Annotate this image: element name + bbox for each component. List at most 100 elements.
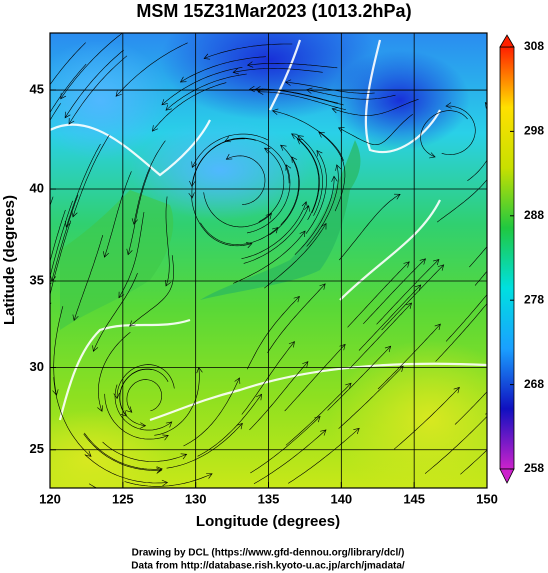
streamline <box>267 283 326 353</box>
stream-arrow <box>405 302 413 309</box>
stream-arrow <box>288 341 295 348</box>
stream-arrow <box>36 132 41 138</box>
streamline <box>474 270 487 286</box>
stream-arrow <box>170 501 176 507</box>
stream-arrow <box>31 108 36 114</box>
streamline <box>284 344 346 412</box>
stream-arrow <box>161 99 168 106</box>
stream-arrow <box>131 218 138 225</box>
streamline <box>154 367 200 436</box>
stream-arrow <box>301 201 308 208</box>
streamline <box>377 323 441 390</box>
streamline <box>318 131 346 212</box>
streamline <box>50 42 86 86</box>
streamline <box>197 394 262 457</box>
stream-arrow <box>299 230 306 238</box>
stream-arrow <box>284 79 292 86</box>
streamline <box>73 235 104 321</box>
streamline <box>347 261 410 328</box>
streamline <box>233 68 323 73</box>
stream-arrow <box>156 466 163 473</box>
streamline <box>288 428 360 484</box>
stream-arrow <box>125 406 133 413</box>
stream-arrow <box>236 422 243 430</box>
stream-arrow <box>320 222 327 230</box>
colorbar-tick-label: 268 <box>524 377 544 391</box>
stream-arrow <box>179 76 187 83</box>
streamline <box>165 73 247 111</box>
stream-arrow <box>338 127 345 133</box>
streamline <box>127 167 151 255</box>
y-tick-label: 35 <box>30 272 44 287</box>
stream-arrow <box>319 283 326 290</box>
streamline <box>50 209 66 263</box>
stream-arrow <box>52 389 59 396</box>
streamline <box>102 441 187 462</box>
stream-arrow <box>71 210 78 218</box>
streamline <box>203 43 293 59</box>
streamline <box>64 49 124 118</box>
stream-arrow <box>291 156 298 163</box>
streamline <box>280 144 299 226</box>
colorbar <box>499 46 515 470</box>
stream-arrow <box>272 227 279 234</box>
streamline <box>460 449 487 475</box>
streamline <box>306 89 396 100</box>
streamline <box>191 133 269 168</box>
stream-arrow <box>445 102 452 109</box>
stream-arrow <box>265 212 272 220</box>
stream-arrow <box>495 159 500 165</box>
stream-arrow <box>291 133 298 140</box>
chart-title: MSM 15Z31Mar2023 (1013.2hPa) <box>136 1 411 21</box>
stream-arrow <box>345 382 352 390</box>
stream-arrow <box>129 320 136 327</box>
streamline <box>338 365 404 429</box>
stream-arrow <box>434 323 441 331</box>
streamline <box>166 423 243 469</box>
streamline <box>249 88 338 104</box>
x-tick-label: 120 <box>39 491 61 506</box>
stream-arrow <box>156 467 163 474</box>
x-axis-label: Longitude (degrees) <box>196 513 340 530</box>
colorbar-tick-label: 308 <box>524 39 544 53</box>
streamline <box>72 134 110 217</box>
stream-arrow <box>224 136 232 143</box>
streamline <box>441 105 476 155</box>
streamline <box>435 303 487 362</box>
stream-arrow <box>161 479 169 487</box>
stream-arrow <box>68 118 75 125</box>
streamline <box>393 387 460 450</box>
stream-arrow <box>304 205 310 212</box>
stream-arrow <box>437 264 445 271</box>
stream-arrow <box>318 131 325 138</box>
streamline <box>180 56 266 83</box>
stream-arrow <box>189 180 196 188</box>
stream-arrow <box>429 152 436 159</box>
stream-arrow <box>165 421 173 428</box>
streamline <box>294 176 335 255</box>
stream-arrow <box>165 279 171 287</box>
streamline <box>226 155 266 205</box>
streamline <box>297 138 320 221</box>
stream-arrow <box>296 138 304 145</box>
streamline <box>338 113 413 146</box>
streamline <box>424 415 487 474</box>
x-tick-label: 135 <box>258 491 280 506</box>
streamline <box>183 377 240 447</box>
x-tick-label: 145 <box>403 491 425 506</box>
stream-arrow <box>297 135 304 142</box>
stream-arrow <box>414 284 422 291</box>
streamline <box>467 102 487 182</box>
y-tick-label: 30 <box>30 359 44 374</box>
streamline <box>332 99 419 116</box>
stream-arrow <box>118 291 125 299</box>
stream-arrow <box>489 294 495 300</box>
stream-arrow <box>165 104 172 111</box>
colorbar-tick-label: 288 <box>524 208 544 222</box>
streamline <box>437 179 487 223</box>
stream-arrow <box>314 415 321 423</box>
stream-arrow <box>384 345 392 353</box>
streamline <box>50 103 61 122</box>
colorbar-extend-bottom <box>499 468 515 484</box>
field <box>31 33 500 507</box>
